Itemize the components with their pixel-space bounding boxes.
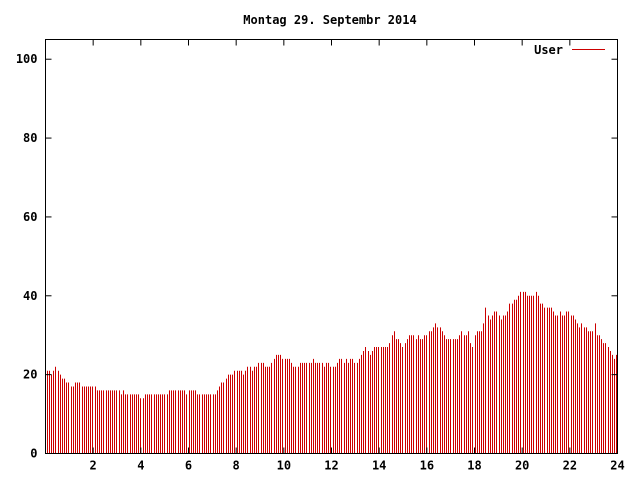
x-tick-label: 6 bbox=[185, 459, 192, 473]
x-tick-label: 24 bbox=[610, 459, 624, 473]
x-tick-label: 14 bbox=[372, 459, 386, 473]
x-tick-label: 22 bbox=[563, 459, 577, 473]
x-tick-label: 20 bbox=[515, 459, 529, 473]
y-tick-label: 100 bbox=[16, 52, 38, 66]
y-tick-label: 60 bbox=[23, 210, 37, 224]
x-tick-label: 16 bbox=[420, 459, 434, 473]
plot-frame bbox=[45, 39, 618, 454]
y-tick-label: 0 bbox=[30, 447, 37, 461]
x-tick-label: 8 bbox=[233, 459, 240, 473]
y-tick-label: 20 bbox=[23, 368, 37, 382]
x-tick-label: 4 bbox=[137, 459, 144, 473]
legend: User bbox=[534, 43, 605, 57]
legend-label-user: User bbox=[534, 43, 563, 57]
x-tick-label: 12 bbox=[324, 459, 338, 473]
y-tick-label: 40 bbox=[23, 289, 37, 303]
bar-series-user bbox=[47, 291, 617, 454]
x-tick-label: 10 bbox=[277, 459, 291, 473]
y-tick-label: 80 bbox=[23, 131, 37, 145]
x-tick-label: 2 bbox=[90, 459, 97, 473]
chart-title: Montag 29. Septembr 2014 bbox=[243, 13, 416, 27]
x-tick-label: 18 bbox=[467, 459, 481, 473]
